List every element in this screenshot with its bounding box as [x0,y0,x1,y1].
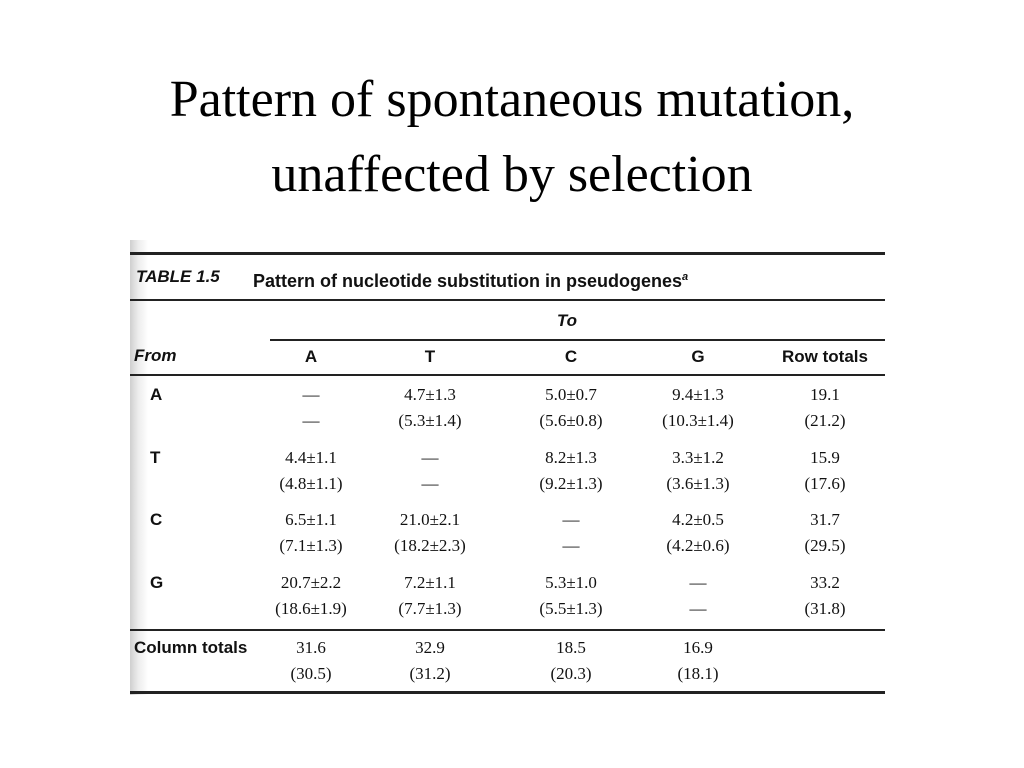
table-caption: Pattern of nucleotide substitution in ps… [253,267,688,291]
slide-title-line: Pattern of spontaneous mutation, [169,71,855,128]
column-header: A [304,347,318,366]
table-cell: — [689,599,707,618]
table-cell: 32.9 [415,638,445,657]
table-cell: 5.3±1.0 [545,573,597,592]
table-cell: (17.6) [804,474,846,493]
table-cell: 9.4±1.3 [672,385,724,404]
slide-title-line: unaffected by selection [271,146,753,203]
table-cell: 4.4±1.1 [285,448,337,467]
table-cell: 4.7±1.3 [404,385,456,404]
table-cell: 8.2±1.3 [545,448,597,467]
rule [130,299,885,301]
table-cell: (5.3±1.4) [398,411,462,430]
table-cell: — [689,573,707,592]
rule [130,629,885,631]
table-cell: 4.2±0.5 [672,510,724,529]
row-header: A [150,385,163,404]
table-cell: — [562,536,580,555]
table-cell: — [421,448,439,467]
table-cell: — [302,385,320,404]
table-cell: (10.3±1.4) [662,411,734,430]
table-cell: (18.2±2.3) [394,536,466,555]
table-cell: — [562,510,580,529]
table-cell: (4.8±1.1) [279,474,343,493]
table-cell: 16.9 [683,638,713,657]
column-header: C [564,347,578,366]
table-cell: (18.6±1.9) [275,599,347,618]
rule [130,691,885,694]
table-cell: — [421,474,439,493]
group-header: To [556,311,578,330]
table-cell: (20.3) [550,664,592,683]
table-cell: 3.3±1.2 [672,448,724,467]
table-cell: 7.2±1.1 [404,573,456,592]
table-cell: (29.5) [804,536,846,555]
row-header: T [150,448,161,467]
table-cell: (5.5±1.3) [539,599,603,618]
table-cell: 31.6 [296,638,326,657]
table-cell: 33.2 [810,573,840,592]
table-cell: (3.6±1.3) [666,474,730,493]
table-cell: 6.5±1.1 [285,510,337,529]
table-cell: 18.5 [556,638,586,657]
table-cell: (4.2±0.6) [666,536,730,555]
caption-text: Pattern of nucleotide substitution in ps… [253,271,683,291]
from-header: From [134,346,177,365]
rule [130,252,885,255]
column-header: G [691,347,705,366]
table-cell: (5.6±0.8) [539,411,603,430]
table-cell: (9.2±1.3) [539,474,603,493]
table-cell: (7.7±1.3) [398,599,462,618]
column-header: Row totals [782,347,868,366]
table-cell: — [302,411,320,430]
totals-header: Column totals [134,638,248,657]
table-cell: (7.1±1.3) [279,536,343,555]
table-cell: 20.7±2.2 [280,573,342,592]
column-header: T [424,347,436,366]
table-cell: 21.0±2.1 [399,510,461,529]
table-cell: 5.0±0.7 [545,385,597,404]
table-cell: (18.1) [677,664,719,683]
table-label: TABLE 1.5 [136,267,220,286]
caption-note: a [682,271,689,283]
table-cell: 31.7 [810,510,840,529]
rule [270,339,885,341]
row-header: C [150,510,163,529]
table-cell: 15.9 [810,448,840,467]
table-cell: (21.2) [804,411,846,430]
row-header: G [150,573,164,592]
table: TABLE 1.5 Pattern of nucleotide substitu… [130,240,885,695]
rule [130,374,885,376]
table-cell: (30.5) [290,664,332,683]
table-cell: (31.2) [409,664,451,683]
table-cell: 19.1 [810,385,840,404]
table-cell: (31.8) [804,599,846,618]
